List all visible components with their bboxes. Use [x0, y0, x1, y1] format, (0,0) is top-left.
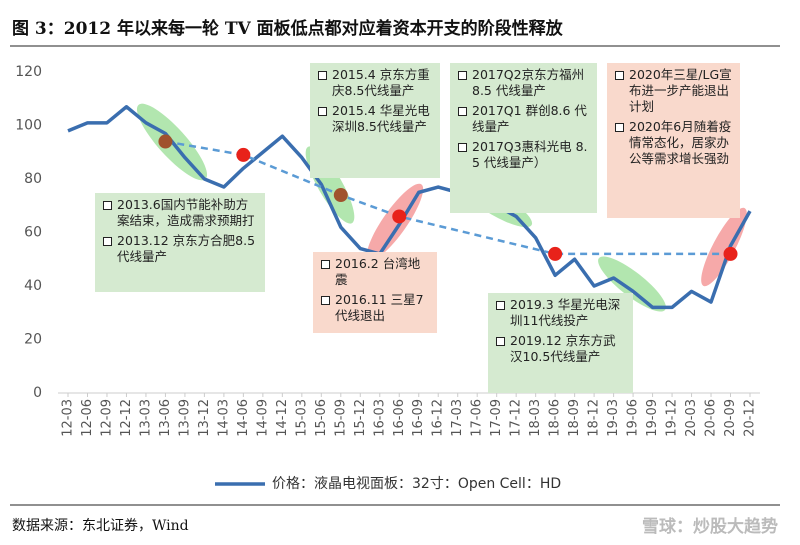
- x-tick-label: 15-12: [353, 399, 368, 437]
- x-tick-label: 14-12: [275, 399, 290, 437]
- annotation-item: 2017Q1 群创8.6 代线量产: [456, 103, 591, 135]
- x-tick-label: 17-03: [450, 399, 465, 437]
- title: 图 3：2012 年以来每一轮 TV 面板低点都对应着资本开支的阶段性释放: [12, 19, 563, 39]
- y-tick-label: 20: [24, 332, 42, 348]
- watermark: 雪球：炒股大趋势: [642, 517, 778, 537]
- x-tick-label: 13-03: [138, 399, 153, 437]
- x-tick-label: 20-09: [723, 399, 738, 437]
- x-tick-label: 20-06: [704, 399, 719, 437]
- x-tick-label: 16-03: [372, 399, 387, 437]
- trend-marker: [158, 134, 173, 149]
- x-tick-label: 18-12: [587, 399, 602, 437]
- x-tick-label: 18-03: [528, 399, 543, 437]
- annotation-item: 2013.6国内节能补助方案结束，造成需求预期打: [101, 197, 259, 229]
- annotation-box: 2015.4 京东方重庆8.5代线量产 2015.4 华星光电深圳8.5代线量产: [310, 63, 440, 178]
- legend-label: 价格：液晶电视面板：32寸：Open Cell：HD: [272, 476, 561, 492]
- annotation-item: 2017Q3惠科光电 8.5 代线量产）: [456, 139, 591, 171]
- x-tick-label: 16-06: [392, 399, 407, 437]
- annotation-box: 2019.3 华星光电深圳11代线投产 2019.12 京东方武汉10.5代线量产: [488, 293, 633, 393]
- x-tick-label: 14-06: [236, 399, 251, 437]
- x-tick-label: 17-06: [470, 399, 485, 437]
- x-tick-label: 12-03: [61, 399, 76, 437]
- annotation-box: 2020年三星/LG宣布进一步产能退出计划 2020年6月随着疫情常态化，居家办公…: [607, 63, 740, 218]
- x-tick-label: 16-09: [411, 399, 426, 437]
- x-tick-label: 13-06: [158, 399, 173, 437]
- trend-marker: [333, 188, 348, 203]
- annotation-box: 2013.6国内节能补助方案结束，造成需求预期打 2013.12 京东方合肥8.5…: [95, 193, 265, 292]
- x-tick-label: 14-03: [216, 399, 231, 437]
- y-tick-label: 120: [15, 64, 42, 80]
- x-tick-label: 12-09: [99, 399, 114, 437]
- x-tick-label: 13-09: [177, 399, 192, 437]
- x-tick-label: 17-09: [489, 399, 504, 437]
- x-tick-label: 18-06: [548, 399, 563, 437]
- trend-line: [165, 140, 731, 256]
- y-tick-label: 80: [24, 171, 42, 187]
- trend-marker: [723, 246, 738, 261]
- x-tick-label: 20-12: [743, 399, 758, 437]
- annotation-item: 2016.11 三星7代线退出: [319, 292, 431, 324]
- x-tick-label: 19-03: [606, 399, 621, 437]
- x-tick-label: 19-12: [665, 399, 680, 437]
- annotation-item: 2015.4 华星光电深圳8.5代线量产: [316, 103, 434, 135]
- series-line: [67, 105, 752, 310]
- x-tick-label: 14-09: [255, 399, 270, 437]
- x-tick-label: 15-03: [294, 399, 309, 437]
- trend-marker: [392, 209, 407, 224]
- annotation-item: 2015.4 京东方重庆8.5代线量产: [316, 67, 434, 99]
- annotation-item: 2020年三星/LG宣布进一步产能退出计划: [613, 67, 734, 115]
- trend-marker: [236, 147, 251, 162]
- source: 数据来源：东北证券，Wind: [12, 518, 189, 534]
- x-tick-label: 12-06: [80, 399, 95, 437]
- y-tick-label: 0: [33, 385, 42, 401]
- x-tick-label: 19-06: [626, 399, 641, 437]
- annotation-item: 2013.12 京东方合肥8.5代线量产: [101, 233, 259, 265]
- x-tick-label: 19-09: [645, 399, 660, 437]
- x-tick-label: 15-09: [333, 399, 348, 437]
- annotation-item: 2019.3 华星光电深圳11代线投产: [494, 297, 627, 329]
- y-tick-label: 40: [24, 278, 42, 294]
- x-tick-label: 15-06: [314, 399, 329, 437]
- x-tick-label: 12-12: [119, 399, 134, 437]
- x-tick-label: 17-12: [509, 399, 524, 437]
- annotation-item: 2017Q2京东方福州 8.5 代线量产: [456, 67, 591, 99]
- trend-marker: [548, 246, 563, 261]
- highlight: [598, 256, 666, 312]
- x-tick-label: 16-12: [431, 399, 446, 437]
- annotation-box: 2016.2 台湾地震 2016.11 三星7代线退出: [313, 252, 437, 333]
- annotation-box: 2017Q2京东方福州 8.5 代线量产 2017Q1 群创8.6 代线量产 201…: [450, 63, 597, 213]
- y-tick-label: 60: [24, 225, 42, 241]
- x-tick-label: 13-12: [197, 399, 212, 437]
- highlight: [701, 207, 747, 287]
- x-tick-label: 20-03: [684, 399, 699, 437]
- annotation-item: 2020年6月随着疫情常态化，居家办公等需求增长强劲: [613, 119, 734, 167]
- annotation-item: 2016.2 台湾地震: [319, 256, 431, 288]
- annotation-item: 2019.12 京东方武汉10.5代线量产: [494, 333, 627, 365]
- y-tick-label: 100: [15, 118, 42, 134]
- x-tick-label: 18-09: [567, 399, 582, 437]
